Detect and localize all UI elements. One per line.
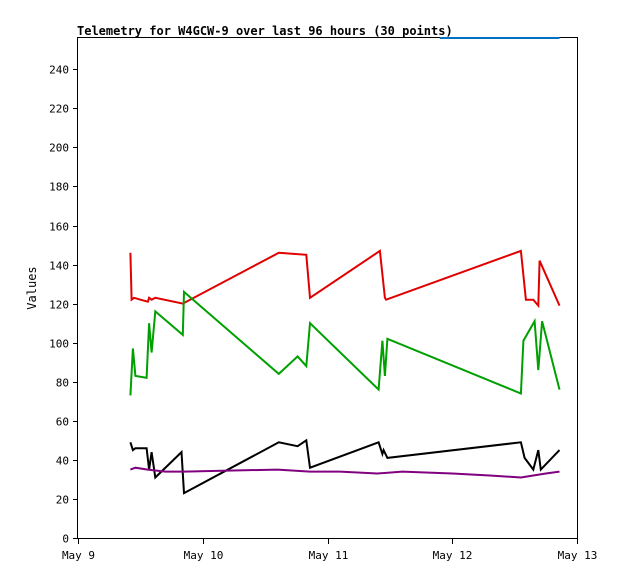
series-line-2	[129, 289, 561, 396]
series-line-1	[129, 249, 561, 309]
series-group	[129, 37, 561, 495]
y-tick-label: 200	[49, 142, 69, 155]
y-tick-label: 140	[49, 260, 69, 273]
series-line-3	[129, 438, 561, 495]
y-tick-label: 0	[62, 533, 69, 546]
x-tick-label: May 9	[62, 549, 95, 562]
x-tick-label: May 12	[433, 549, 473, 562]
y-tick-label: 20	[56, 494, 69, 507]
y-tick-label: 180	[49, 181, 69, 194]
y-tick-label: 120	[49, 299, 69, 312]
chart-title: Telemetry for W4GCW-9 over last 96 hours…	[77, 24, 453, 38]
y-tick-label: 220	[49, 103, 69, 116]
x-tick-label: May 13	[558, 549, 598, 562]
x-tick-label: May 10	[184, 549, 224, 562]
plot-frame	[77, 37, 578, 539]
axis-ticks: 0 20 40 60 80 100 120 140 160 180 200 220 240 May 9 Ma…	[49, 64, 597, 563]
y-tick-label: 80	[56, 377, 69, 390]
y-tick-label: 40	[56, 455, 69, 468]
y-tick-label: 60	[56, 416, 69, 429]
y-tick-label: 240	[49, 64, 69, 77]
x-tick-label: May 11	[309, 549, 349, 562]
y-tick-label: 100	[49, 338, 69, 351]
y-tick-label: 160	[49, 221, 69, 234]
y-axis-title: Values	[25, 266, 39, 309]
series-line-4	[130, 466, 560, 479]
